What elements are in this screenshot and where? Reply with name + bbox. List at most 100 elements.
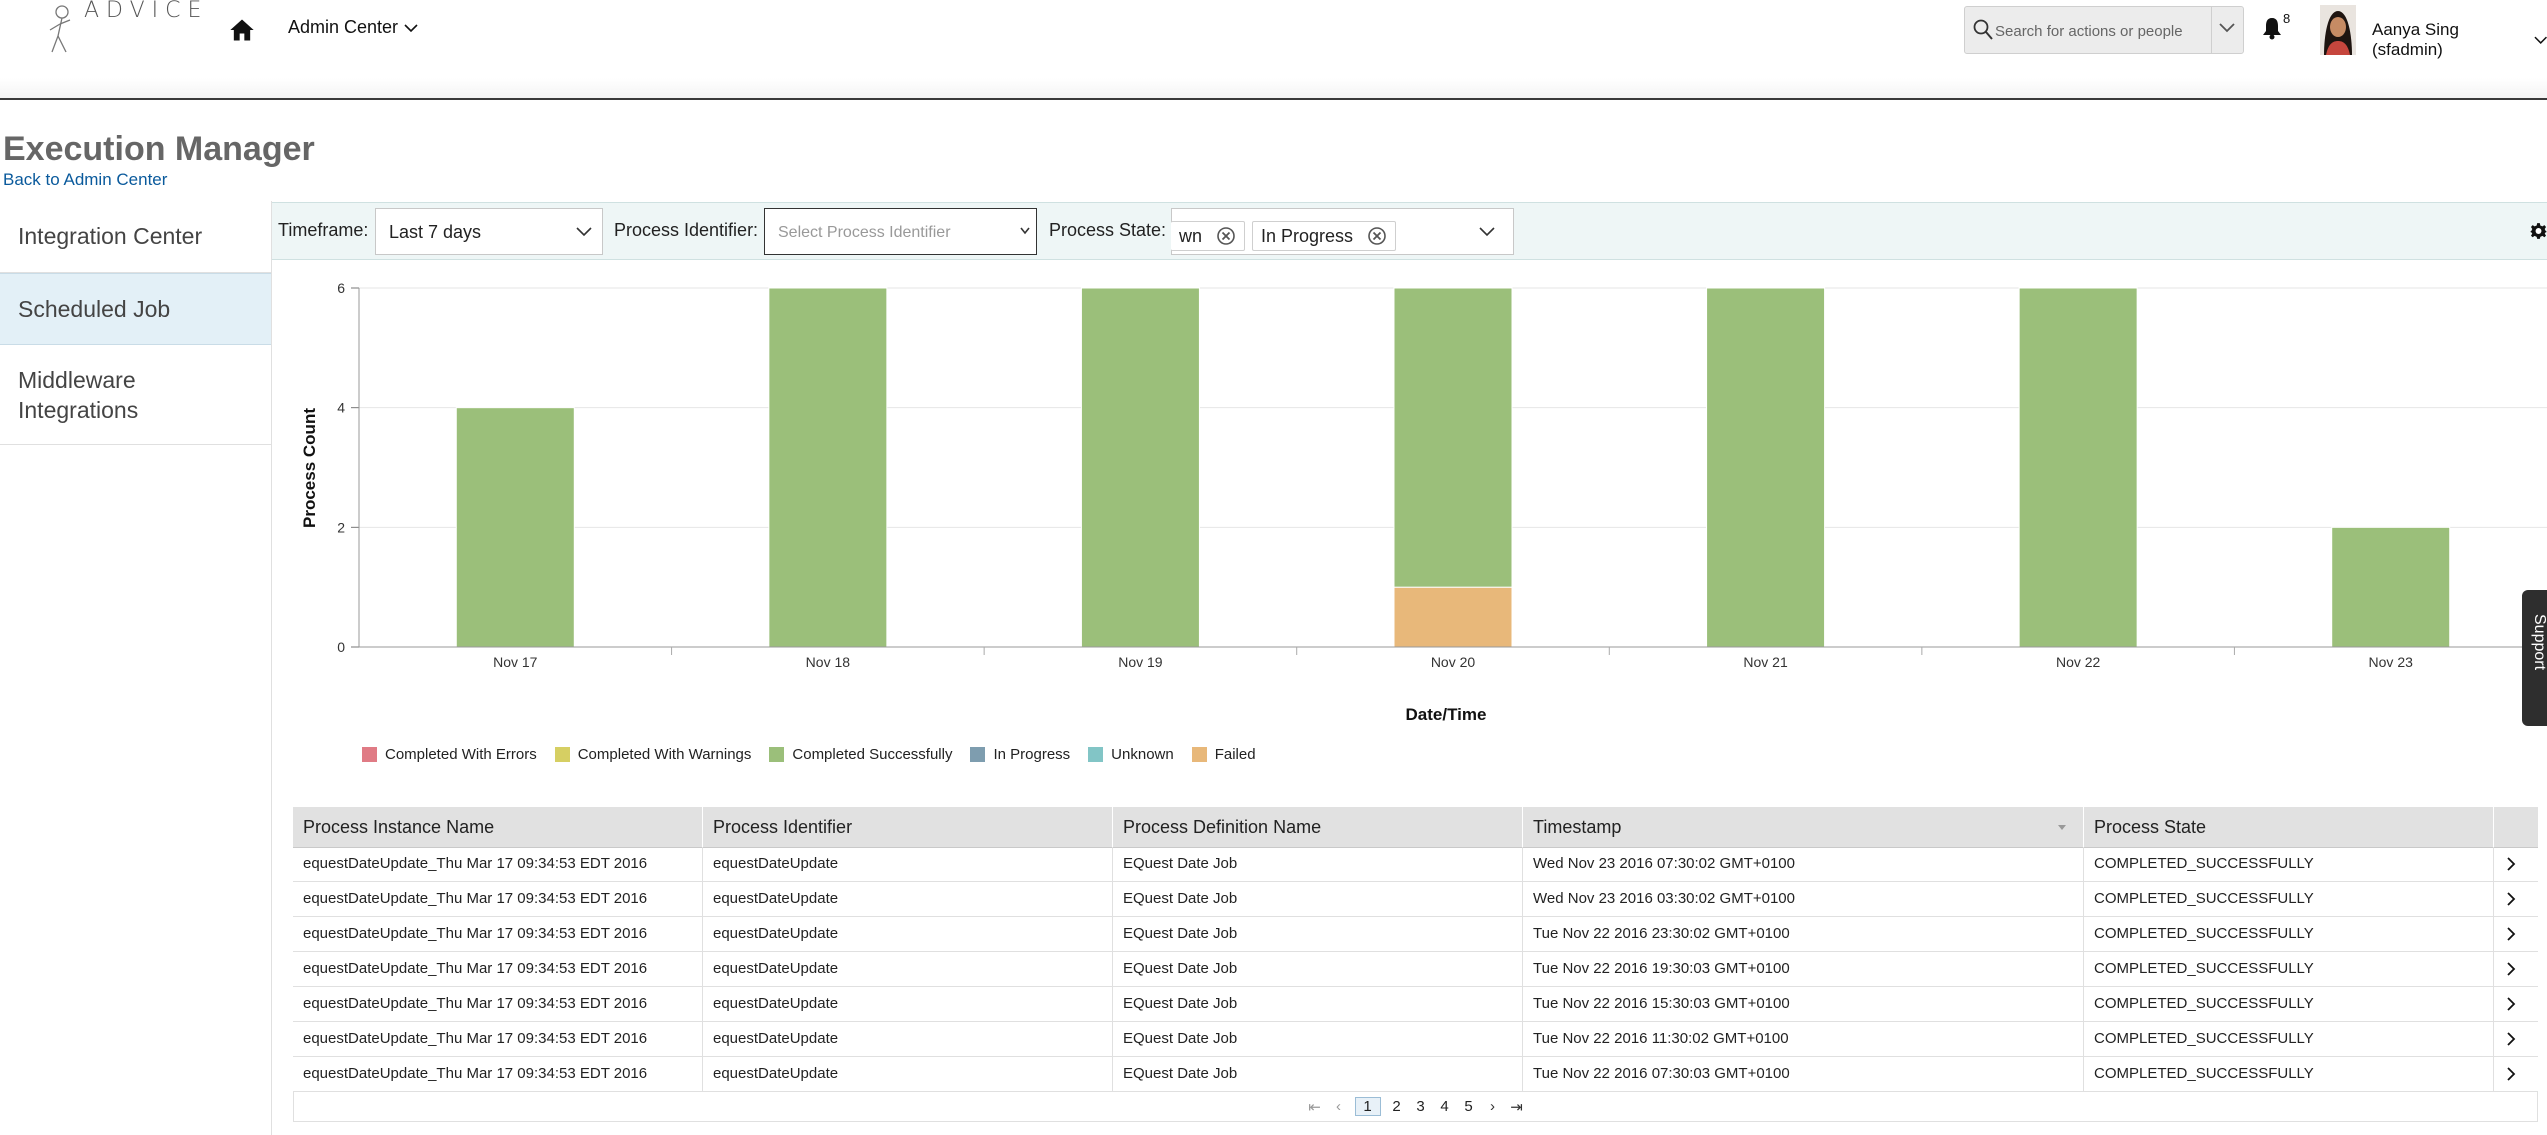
table-row[interactable]: equestDateUpdate_Thu Mar 17 09:34:53 EDT… [293,1022,2538,1057]
state-chip-label: wn [1179,225,1203,246]
back-to-admin-center-link[interactable]: Back to Admin Center [3,170,168,189]
cell-definition-name: EQuest Date Job [1113,882,1523,916]
user-name: Aanya Sing (sfadmin) [2372,20,2459,59]
legend-label: In Progress [993,746,1071,763]
legend-label: Failed [1214,746,1256,763]
cell-definition-name: EQuest Date Job [1113,917,1523,951]
filter-bar: Timeframe: Last 7 days Process Identifie… [272,202,2547,260]
user-menu[interactable]: Aanya Sing (sfadmin) [2372,20,2547,60]
process-state-label: Process State: [1049,220,1167,240]
chevron-down-icon [2534,36,2547,44]
chevron-down-icon [576,227,592,237]
cell-process-state: COMPLETED_SUCCESSFULLY [2084,952,2494,986]
page-4-button[interactable]: 4 [1440,1098,1449,1115]
x-axis-label: Date/Time [1406,705,1487,724]
table-row[interactable]: equestDateUpdate_Thu Mar 17 09:34:53 EDT… [293,882,2538,917]
legend-item[interactable]: Completed With Errors [362,746,537,763]
chevron-right-icon[interactable] [2506,997,2516,1011]
sidebar-item-label: Scheduled Job [18,295,171,322]
legend-swatch [554,747,570,762]
chart-axes: 0 2 4 6 Nov 17 Nov 18 Nov 19 Nov 20 Nov 21 Nov 22… [337,280,2547,670]
x-tick-label: Nov 20 [1431,654,1476,670]
sidebar-item-integration-center[interactable]: Integration Center [0,201,271,273]
legend-item[interactable]: Completed With Warnings [554,746,752,763]
column-header-process-identifier[interactable]: Process Identifier [703,807,1113,847]
first-page-icon[interactable]: ⇤ [1308,1098,1321,1116]
page-1-button[interactable]: 1 [1354,1097,1381,1116]
cell-process-identifier: equestDateUpdate [703,847,1113,881]
home-icon[interactable] [228,16,256,44]
x-tick-label: Nov 22 [2056,654,2101,670]
column-header-definition-name[interactable]: Process Definition Name [1113,807,1523,847]
y-tick-label: 0 [337,639,345,655]
support-tab[interactable]: Support [2522,590,2547,726]
y-tick-label: 6 [337,280,345,296]
bar-completed-successfully [455,407,575,648]
cell-process-state: COMPLETED_SUCCESSFULLY [2084,1022,2494,1056]
chevron-right-icon[interactable] [2506,1067,2516,1081]
chevron-down-icon [1020,227,1030,235]
state-chip-in-progress: In Progress [1252,221,1397,251]
table-row[interactable]: equestDateUpdate_Thu Mar 17 09:34:53 EDT… [293,1057,2538,1092]
cell-definition-name: EQuest Date Job [1113,1057,1523,1091]
x-tick-label: Nov 19 [1118,654,1163,670]
cell-instance-name: equestDateUpdate_Thu Mar 17 09:34:53 EDT… [293,987,703,1021]
column-header-process-state[interactable]: Process State [2084,807,2494,847]
table-row[interactable]: equestDateUpdate_Thu Mar 17 09:34:53 EDT… [293,952,2538,987]
previous-page-icon[interactable]: ‹ [1336,1098,1341,1115]
page-5-button[interactable]: 5 [1464,1098,1473,1115]
legend-item[interactable]: In Progress [970,746,1070,763]
legend-item[interactable]: Failed [1191,746,1256,763]
process-identifier-select[interactable]: Select Process Identifier [764,208,1037,255]
search-icon [1973,19,1993,40]
cell-definition-name: EQuest Date Job [1113,987,1523,1021]
table-row[interactable]: equestDateUpdate_Thu Mar 17 09:34:53 EDT… [293,917,2538,952]
last-page-icon[interactable]: ⇥ [1510,1098,1523,1116]
legend-label: Completed With Warnings [577,746,752,763]
legend-item[interactable]: Unknown [1088,746,1174,763]
user-avatar[interactable] [2320,5,2356,55]
chevron-right-icon[interactable] [2506,892,2516,906]
legend-swatch [1088,747,1104,762]
search-scope-dropdown-icon[interactable] [2219,22,2235,34]
legend-swatch [769,747,785,762]
cell-timestamp: Tue Nov 22 2016 19:30:03 GMT+0100 [1523,952,2084,986]
sidebar-item-label: Integration Center [18,223,203,249]
x-tick-label: Nov 18 [806,654,851,670]
search-box [1964,6,2244,54]
cell-process-identifier: equestDateUpdate [703,1022,1113,1056]
bell-icon[interactable] [2262,16,2282,40]
top-bar: ADVICE Admin Center 8 Aanya Sing (sfadmi… [0,0,2547,100]
cell-instance-name: equestDateUpdate_Thu Mar 17 09:34:53 EDT… [293,882,703,916]
chevron-right-icon[interactable] [2506,857,2516,871]
cell-definition-name: EQuest Date Job [1113,1022,1523,1056]
legend-item[interactable]: Completed Successfully [769,746,952,763]
sidebar-item-middleware-integrations[interactable]: Middleware Integrations [0,345,271,445]
sort-descending-icon[interactable] [2057,824,2067,831]
remove-chip-icon[interactable] [1367,226,1387,246]
timeframe-select[interactable]: Last 7 days [375,208,603,255]
cell-process-identifier: equestDateUpdate [703,1057,1113,1091]
x-tick-label: Nov 17 [493,654,538,670]
next-page-icon[interactable]: › [1490,1098,1495,1115]
legend-swatch [1191,747,1207,762]
sidebar-item-scheduled-job[interactable]: Scheduled Job [0,273,271,345]
sidebar-item-label: Middleware Integrations [18,366,139,423]
column-header-timestamp[interactable]: Timestamp [1523,807,2084,847]
process-state-multiselect[interactable]: wn In Progress [1171,208,1514,255]
chevron-right-icon[interactable] [2506,927,2516,941]
chevron-right-icon[interactable] [2506,962,2516,976]
chart-legend: Completed With Errors Completed With Warn… [362,746,1256,763]
page-2-button[interactable]: 2 [1392,1098,1401,1115]
search-input[interactable] [1993,17,2197,45]
remove-chip-icon[interactable] [1216,226,1236,246]
column-header-instance-name[interactable]: Process Instance Name [293,807,703,847]
x-tick-label: Nov 23 [2369,654,2414,670]
admin-center-menu[interactable]: Admin Center [288,17,418,38]
cell-process-identifier: equestDateUpdate [703,917,1113,951]
table-row[interactable]: equestDateUpdate_Thu Mar 17 09:34:53 EDT… [293,987,2538,1022]
chevron-right-icon[interactable] [2506,1032,2516,1046]
gear-icon[interactable] [2530,218,2547,244]
table-row[interactable]: equestDateUpdate_Thu Mar 17 09:34:53 EDT… [293,847,2538,882]
page-3-button[interactable]: 3 [1416,1098,1425,1115]
